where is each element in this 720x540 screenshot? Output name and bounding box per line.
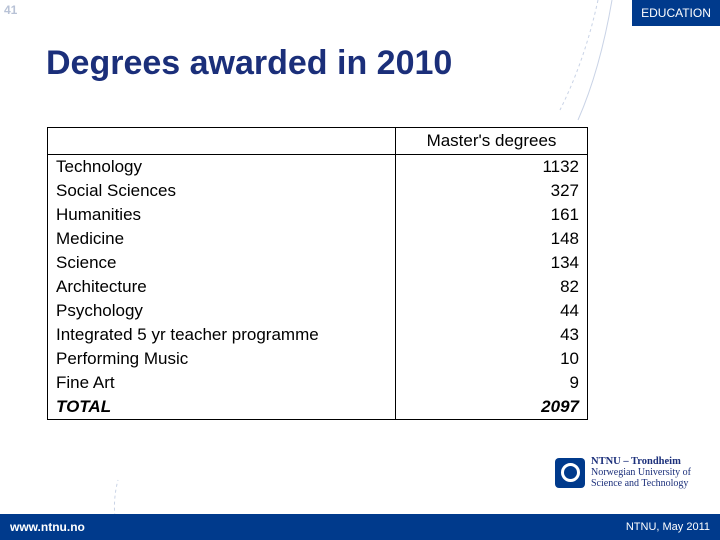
row-field: Psychology <box>47 299 396 323</box>
table-row: Social Sciences 327 <box>47 179 588 203</box>
total-label: TOTAL <box>47 395 396 420</box>
table-row: Technology 1132 <box>47 154 588 179</box>
header-field <box>47 127 396 155</box>
row-field: Architecture <box>47 275 396 299</box>
table-row: Performing Music 10 <box>47 347 588 371</box>
ntnu-logo-icon <box>555 457 585 488</box>
row-field: Humanities <box>47 203 396 227</box>
footer-url[interactable]: www.ntnu.no <box>10 520 85 534</box>
row-value: 161 <box>395 203 588 227</box>
total-value: 2097 <box>395 395 588 420</box>
table-row: Science 134 <box>47 251 588 275</box>
footer-bar: www.ntnu.no NTNU, May 2011 <box>0 514 720 540</box>
footer-date: NTNU, May 2011 <box>625 521 710 533</box>
row-value: 148 <box>395 227 588 251</box>
row-value: 82 <box>395 275 588 299</box>
row-field: Science <box>47 251 396 275</box>
section-tag: EDUCATION <box>632 0 720 26</box>
row-value: 10 <box>395 347 588 371</box>
row-field: Medicine <box>47 227 396 251</box>
degrees-table: Master's degrees Technology 1132 Social … <box>47 127 588 420</box>
table-row: Medicine 148 <box>47 227 588 251</box>
table-total-row: TOTAL 2097 <box>47 395 588 420</box>
table-row: Psychology 44 <box>47 299 588 323</box>
row-value: 327 <box>395 179 588 203</box>
ntnu-logo-text: NTNU – Trondheim Norwegian University of… <box>591 456 691 489</box>
table-row: Fine Art 9 <box>47 371 588 395</box>
row-value: 134 <box>395 251 588 275</box>
logo-line-3: Science and Technology <box>591 478 689 489</box>
table-header-row: Master's degrees <box>47 127 588 155</box>
page-title: Degrees awarded in 2010 <box>46 44 453 82</box>
logo-line-1: NTNU – Trondheim <box>591 456 681 467</box>
row-value: 9 <box>395 371 588 395</box>
row-field: Performing Music <box>47 347 396 371</box>
header-value: Master's degrees <box>395 127 588 155</box>
ntnu-logo: NTNU – Trondheim Norwegian University of… <box>555 456 691 489</box>
logo-line-2: Norwegian University of <box>591 467 691 478</box>
row-value: 43 <box>395 323 588 347</box>
table-row: Humanities 161 <box>47 203 588 227</box>
row-value: 1132 <box>395 154 588 179</box>
table-row: Architecture 82 <box>47 275 588 299</box>
table-row: Integrated 5 yr teacher programme 43 <box>47 323 588 347</box>
slide-number: 41 <box>4 3 18 17</box>
row-field: Social Sciences <box>47 179 396 203</box>
row-field: Integrated 5 yr teacher programme <box>47 323 396 347</box>
row-field: Technology <box>47 154 396 179</box>
row-value: 44 <box>395 299 588 323</box>
row-field: Fine Art <box>47 371 396 395</box>
